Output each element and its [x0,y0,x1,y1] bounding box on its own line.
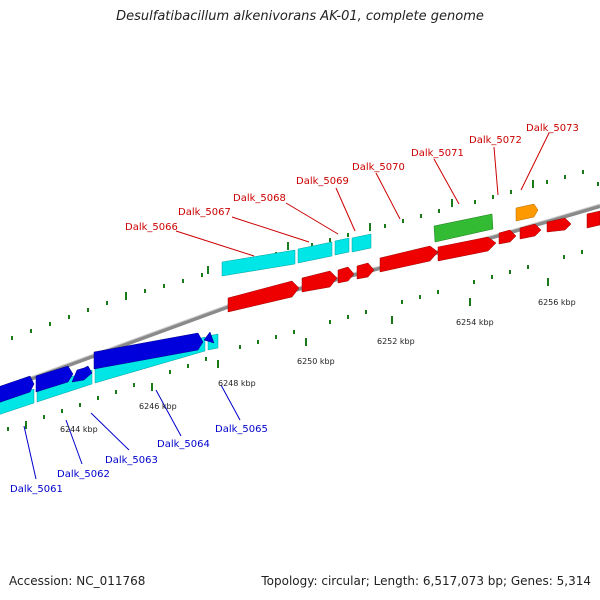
gene-label-dalk-5062[interactable]: Dalk_5062 [57,469,110,480]
scale-label-6246: 6246 kbp [139,402,177,411]
gene-label-dalk-5066[interactable]: Dalk_5066 [125,222,178,233]
orange-feature [515,203,539,222]
map-title: Desulfatibacillum alkenivorans AK-01, co… [116,9,484,24]
gene-label-dalk-5072[interactable]: Dalk_5072 [469,135,522,146]
scale-label-6256: 6256 kbp [538,298,576,307]
accession-text: Accession: NC_011768 [9,574,146,588]
gene-label-dalk-5069[interactable]: Dalk_5069 [296,176,349,187]
gene-label-dalk-5061[interactable]: Dalk_5061 [10,484,63,495]
gene-label-dalk-5064[interactable]: Dalk_5064 [157,439,210,450]
gene-label-dalk-5071[interactable]: Dalk_5071 [411,148,464,159]
genome-summary-text: Topology: circular; Length: 6,517,073 bp… [261,574,591,588]
gene-label-dalk-5063[interactable]: Dalk_5063 [105,455,158,466]
scale-label-6244: 6244 kbp [60,425,98,434]
gene-label-dalk-5067[interactable]: Dalk_5067 [178,207,231,218]
green-feature [433,213,494,243]
red-features [227,210,600,313]
top-leader-lines [175,132,550,257]
gene-label-dalk-5065[interactable]: Dalk_5065 [215,424,268,435]
scale-label-6248: 6248 kbp [218,379,256,388]
gene-label-dalk-5070[interactable]: Dalk_5070 [352,162,405,173]
bottom-leader-lines [23,384,241,480]
scale-label-6250: 6250 kbp [297,357,335,366]
gene-label-dalk-5073[interactable]: Dalk_5073 [526,123,579,134]
blue-features [0,331,215,403]
scale-label-6254: 6254 kbp [456,318,494,327]
scale-label-6252: 6252 kbp [377,337,415,346]
gene-label-dalk-5068[interactable]: Dalk_5068 [233,193,286,204]
lower-tick-row [7,250,583,431]
cyan-features [0,233,372,415]
